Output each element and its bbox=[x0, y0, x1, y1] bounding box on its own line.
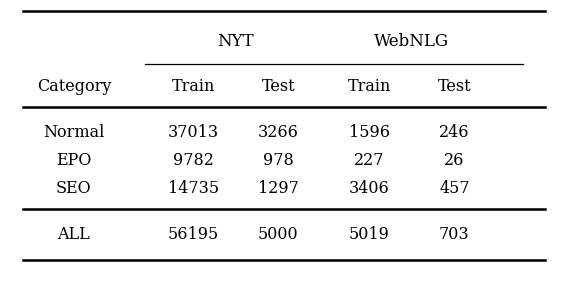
Text: 227: 227 bbox=[354, 152, 385, 169]
Text: 457: 457 bbox=[439, 180, 470, 197]
Text: 56195: 56195 bbox=[168, 226, 219, 243]
Text: ALL: ALL bbox=[57, 226, 90, 243]
Text: 37013: 37013 bbox=[168, 124, 219, 141]
Text: 3406: 3406 bbox=[349, 180, 390, 197]
Text: Normal: Normal bbox=[43, 124, 105, 141]
Text: 26: 26 bbox=[444, 152, 465, 169]
Text: 5000: 5000 bbox=[258, 226, 299, 243]
Text: Train: Train bbox=[348, 78, 391, 95]
Text: NYT: NYT bbox=[218, 33, 254, 50]
Text: EPO: EPO bbox=[56, 152, 91, 169]
Text: SEO: SEO bbox=[56, 180, 91, 197]
Text: 978: 978 bbox=[263, 152, 294, 169]
Text: Category: Category bbox=[37, 78, 111, 95]
Text: 5019: 5019 bbox=[349, 226, 390, 243]
Text: 3266: 3266 bbox=[258, 124, 299, 141]
Text: Test: Test bbox=[437, 78, 471, 95]
Text: 703: 703 bbox=[439, 226, 470, 243]
Text: WebNLG: WebNLG bbox=[374, 33, 449, 50]
Text: 246: 246 bbox=[439, 124, 470, 141]
Text: 1297: 1297 bbox=[258, 180, 299, 197]
Text: Train: Train bbox=[172, 78, 215, 95]
Text: Test: Test bbox=[261, 78, 295, 95]
Text: 9782: 9782 bbox=[173, 152, 214, 169]
Text: 1596: 1596 bbox=[349, 124, 390, 141]
Text: 14735: 14735 bbox=[168, 180, 219, 197]
